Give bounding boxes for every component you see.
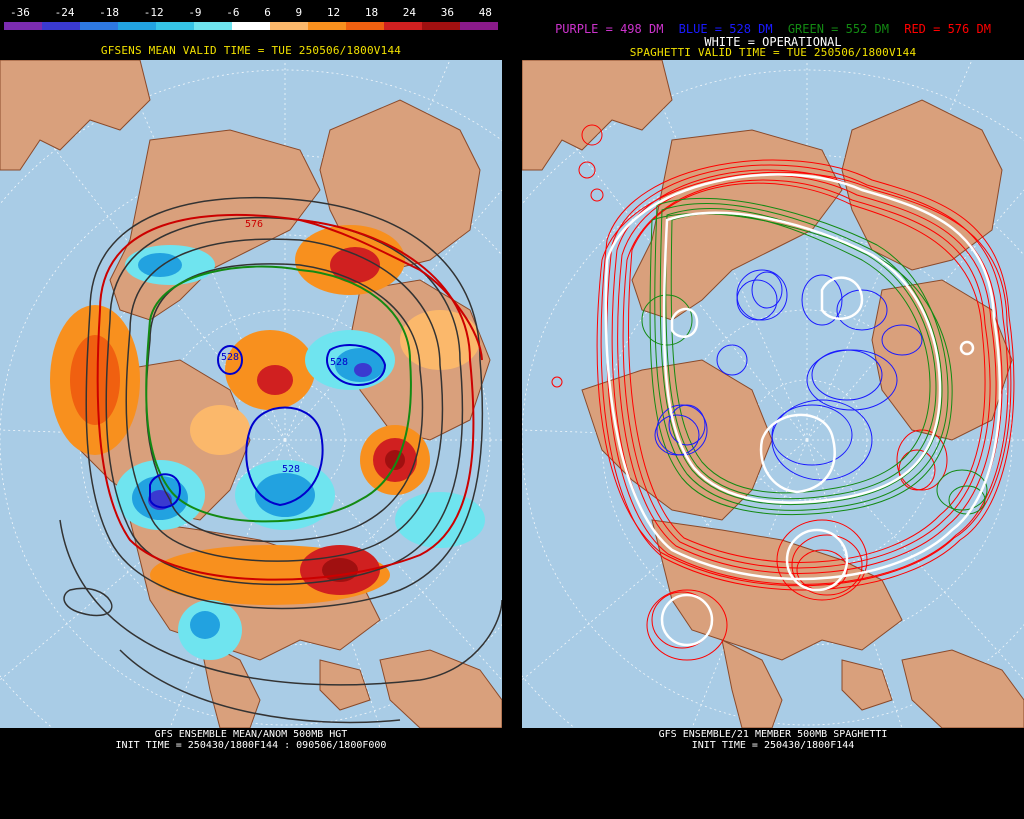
right-valid-time: SPAGHETTI VALID TIME = TUE 250506/1800V1…	[629, 46, 917, 59]
scale-label: 48	[478, 6, 492, 19]
scale-swatch	[308, 22, 346, 30]
right-footer-line2: INIT TIME = 250430/1800F144	[691, 740, 855, 751]
scale-swatch	[422, 22, 460, 30]
scale-swatch	[460, 22, 498, 30]
legend-white: WHITE = OPERATIONAL	[704, 35, 842, 49]
contour-label: 528	[282, 464, 300, 475]
spaghetti-552	[641, 198, 988, 516]
scale-swatch	[42, 22, 80, 30]
legend-red: RED = 576 DM	[904, 22, 991, 36]
legend-blue: BLUE = 528 DM	[678, 22, 773, 36]
right-footer-line1: GFS ENSEMBLE/21 MEMBER 500MB SPAGHETTI	[658, 729, 888, 740]
scale-swatch	[346, 22, 384, 30]
scale-label: -24	[54, 6, 75, 19]
scale-label: 24	[402, 6, 417, 19]
scale-label: 18	[364, 6, 379, 19]
anomaly-map-svg: 576 528 528 528	[0, 60, 502, 728]
contour-labels: 576 528 528 528	[221, 219, 348, 475]
scale-color-bar	[4, 22, 498, 30]
scale-swatch	[270, 22, 308, 30]
left-footer-line2: INIT TIME = 250430/1800F144 : 090506/180…	[115, 740, 387, 751]
spaghetti-legend: PURPLE = 498 DM BLUE = 528 DM GREEN = 55…	[522, 22, 1024, 36]
scale-label: -9	[188, 6, 202, 19]
anomaly-color-scale: -36 -24 -18 -12 -9 -6 6 9 12 18 24 36 48	[4, 6, 498, 32]
spaghetti-panel: PURPLE = 498 DM BLUE = 528 DM GREEN = 55…	[522, 0, 1024, 819]
panel-divider	[502, 0, 522, 819]
scale-label: 9	[295, 6, 303, 19]
operational-contours	[604, 173, 1002, 647]
scale-swatch	[80, 22, 118, 30]
scale-label: -6	[226, 6, 240, 19]
height-contours	[59, 196, 502, 724]
scale-label: -18	[99, 6, 120, 19]
landmasses	[522, 60, 1024, 728]
anomaly-panel: -36 -24 -18 -12 -9 -6 6 9 12 18 24 36 48…	[0, 0, 502, 819]
contour-576	[96, 213, 483, 581]
scale-label: 6	[264, 6, 271, 19]
scale-swatch	[118, 22, 156, 30]
scale-swatch	[4, 22, 42, 30]
spaghetti-map	[522, 60, 1024, 728]
left-valid-time: GFSENS MEAN VALID TIME = TUE 250506/1800…	[100, 44, 402, 57]
positive-anomalies	[50, 225, 480, 605]
negative-anomalies	[115, 245, 485, 660]
spaghetti-map-svg	[522, 60, 1024, 728]
spaghetti-528	[654, 269, 923, 481]
contour-label: 528	[330, 357, 348, 368]
contour-label: 576	[245, 219, 263, 230]
scale-label: -12	[143, 6, 164, 19]
scale-swatch	[384, 22, 422, 30]
scale-swatch	[194, 22, 232, 30]
scale-label: 12	[326, 6, 341, 19]
scale-label: -36	[10, 6, 30, 19]
contour-label: 528	[221, 352, 239, 363]
contour-528	[149, 344, 387, 509]
scale-label: 36	[440, 6, 454, 19]
anomaly-map: 576 528 528 528	[0, 60, 502, 728]
scale-swatch	[156, 22, 194, 30]
legend-green: GREEN = 552 DM	[787, 22, 889, 36]
scale-swatch	[232, 22, 270, 30]
scale-labels: -36 -24 -18 -12 -9 -6 6 9 12 18 24 36 48	[4, 6, 498, 19]
left-footer-line1: GFS ENSEMBLE MEAN/ANOM 500MB HGT	[154, 729, 348, 740]
legend-purple: PURPLE = 498 DM	[555, 22, 664, 36]
